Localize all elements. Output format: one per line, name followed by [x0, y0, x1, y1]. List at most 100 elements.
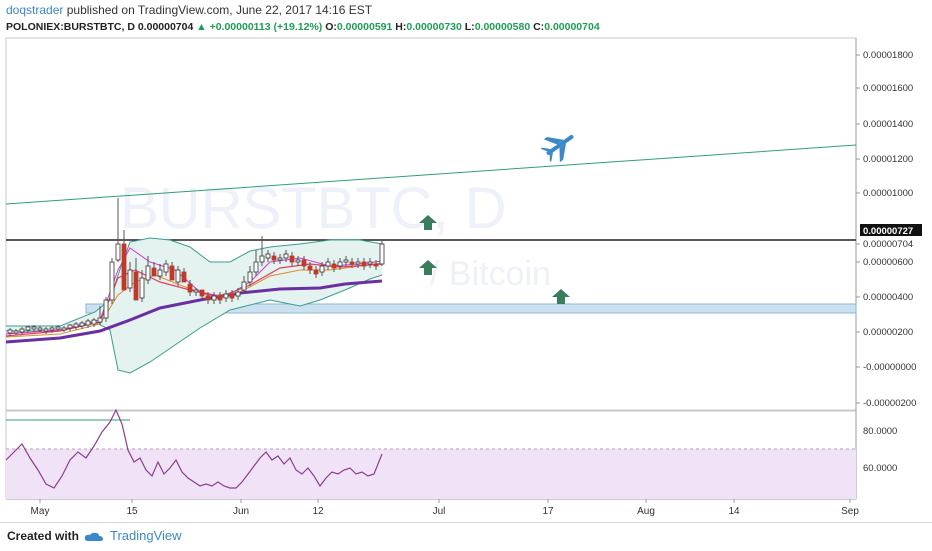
- candle-body[interactable]: [349, 261, 355, 265]
- candle-body[interactable]: [265, 253, 271, 259]
- created-with-text: Created with: [7, 529, 80, 543]
- candle-body[interactable]: [211, 295, 217, 301]
- price-tick-label: 0.00001200: [863, 154, 913, 165]
- ma-slow: [5, 279, 383, 344]
- candle-body[interactable]: [199, 289, 205, 297]
- candle-body[interactable]: [145, 265, 151, 281]
- close-label: C:: [533, 21, 545, 33]
- high-label: H:: [395, 21, 407, 33]
- candle-body[interactable]: [79, 322, 85, 327]
- candle-body[interactable]: [289, 255, 295, 263]
- close-value: 0.00000704: [544, 21, 600, 33]
- candle-body[interactable]: [307, 265, 313, 271]
- candle-body[interactable]: [193, 289, 199, 293]
- candle-body[interactable]: [127, 269, 133, 289]
- footer: Created with TradingView: [0, 522, 932, 551]
- support-zone[interactable]: [85, 303, 857, 314]
- time-axis[interactable]: May 15 Jun 12 Jul 17 Aug 14 Sep: [31, 499, 860, 517]
- open-label: O:: [325, 21, 337, 33]
- candle-body[interactable]: [169, 265, 175, 281]
- candle-body[interactable]: [319, 265, 325, 273]
- candle-body[interactable]: [121, 243, 127, 291]
- candle-body[interactable]: [379, 243, 385, 265]
- candle-body[interactable]: [271, 255, 277, 261]
- candle-body[interactable]: [355, 261, 361, 265]
- candle-body[interactable]: [157, 269, 163, 277]
- candle-body[interactable]: [163, 263, 169, 273]
- low-label: L:: [464, 21, 475, 33]
- candle-body[interactable]: [31, 326, 37, 330]
- candle-body[interactable]: [367, 261, 373, 265]
- candle-body[interactable]: [361, 261, 367, 267]
- up-arrow-icon[interactable]: [419, 215, 437, 230]
- candle-body[interactable]: [229, 293, 235, 299]
- time-tick-label: 14: [728, 506, 740, 517]
- time-tick-label: 15: [126, 506, 138, 517]
- candle-body[interactable]: [313, 269, 319, 275]
- candle-body[interactable]: [13, 330, 19, 334]
- author-link[interactable]: doqstrader: [6, 3, 64, 17]
- airplane-icon[interactable]: [537, 124, 581, 166]
- rsi-line: [5, 408, 383, 489]
- rsi-axis: 80.0000 60.0000: [863, 426, 897, 474]
- candle-body[interactable]: [25, 326, 31, 331]
- candles[interactable]: [7, 198, 385, 336]
- candle-body[interactable]: [337, 261, 343, 267]
- candle-body[interactable]: [19, 328, 25, 333]
- symbol-name[interactable]: POLONIEX:BURSTBTC, D: [6, 21, 135, 33]
- candle-body[interactable]: [55, 326, 61, 330]
- candle-body[interactable]: [223, 293, 229, 299]
- candle-body[interactable]: [247, 271, 253, 283]
- candle-body[interactable]: [7, 329, 13, 334]
- candle-body[interactable]: [97, 317, 103, 323]
- candle-body[interactable]: [331, 263, 337, 269]
- candle-body[interactable]: [205, 295, 211, 301]
- price-tick-label: 0.00001400: [863, 119, 913, 130]
- tradingview-logo[interactable]: TradingView: [110, 528, 182, 543]
- price-tag-resistance: [860, 224, 922, 236]
- candle-body[interactable]: [253, 261, 259, 273]
- time-tick-label: Jun: [233, 506, 249, 517]
- candle-body[interactable]: [115, 243, 121, 261]
- candle-body[interactable]: [181, 271, 187, 283]
- candle-body[interactable]: [325, 261, 331, 267]
- price-axis[interactable]: 0.00001800 0.00001600 0.00001400 0.00001200…: [856, 50, 916, 409]
- candle-body[interactable]: [151, 267, 157, 277]
- candle-body[interactable]: [259, 255, 265, 263]
- candle-body[interactable]: [175, 269, 181, 283]
- price-tick-label: 0.00000600: [863, 257, 913, 268]
- candle-body[interactable]: [283, 253, 289, 259]
- candle-body[interactable]: [43, 328, 49, 332]
- candle-body[interactable]: [91, 319, 97, 325]
- price-tick-label: 0.00000400: [863, 292, 913, 303]
- candle-body[interactable]: [373, 263, 379, 267]
- candle-body[interactable]: [49, 327, 55, 331]
- candle-body[interactable]: [187, 283, 193, 293]
- candle-body[interactable]: [139, 277, 145, 299]
- candle-body[interactable]: [37, 327, 43, 331]
- candle-body[interactable]: [217, 295, 223, 301]
- bollinger-lower: [6, 274, 383, 374]
- chart-canvas[interactable]: BURSTBTC, D / Bitcoin 0.00001800 0.000016…: [0, 0, 932, 522]
- price-tag-resistance-text: 0.00000727: [863, 226, 913, 237]
- candle-body[interactable]: [61, 327, 67, 331]
- candle-body[interactable]: [241, 281, 247, 291]
- price-tick-label: -0.00000200: [863, 398, 916, 409]
- trendline[interactable]: [5, 144, 857, 205]
- candle-body[interactable]: [73, 323, 79, 328]
- candle-body[interactable]: [133, 271, 139, 301]
- candle-body[interactable]: [277, 257, 283, 261]
- candle-body[interactable]: [67, 324, 73, 329]
- candle-body[interactable]: [295, 259, 301, 263]
- price-tick-label: -0.00000000: [863, 362, 916, 373]
- candle-body[interactable]: [109, 261, 115, 301]
- candle-body[interactable]: [103, 299, 109, 319]
- up-arrow-icon[interactable]: [419, 260, 437, 275]
- candle-body[interactable]: [235, 291, 241, 297]
- time-tick-label: 12: [312, 506, 324, 517]
- candle-body[interactable]: [301, 259, 307, 267]
- candle-body[interactable]: [343, 259, 349, 263]
- up-arrow-icon[interactable]: [552, 289, 570, 304]
- candle-body[interactable]: [85, 320, 91, 326]
- symbol-info-bar: POLONIEX:BURSTBTC, D 0.00000704 ▲ +0.000…: [6, 21, 600, 33]
